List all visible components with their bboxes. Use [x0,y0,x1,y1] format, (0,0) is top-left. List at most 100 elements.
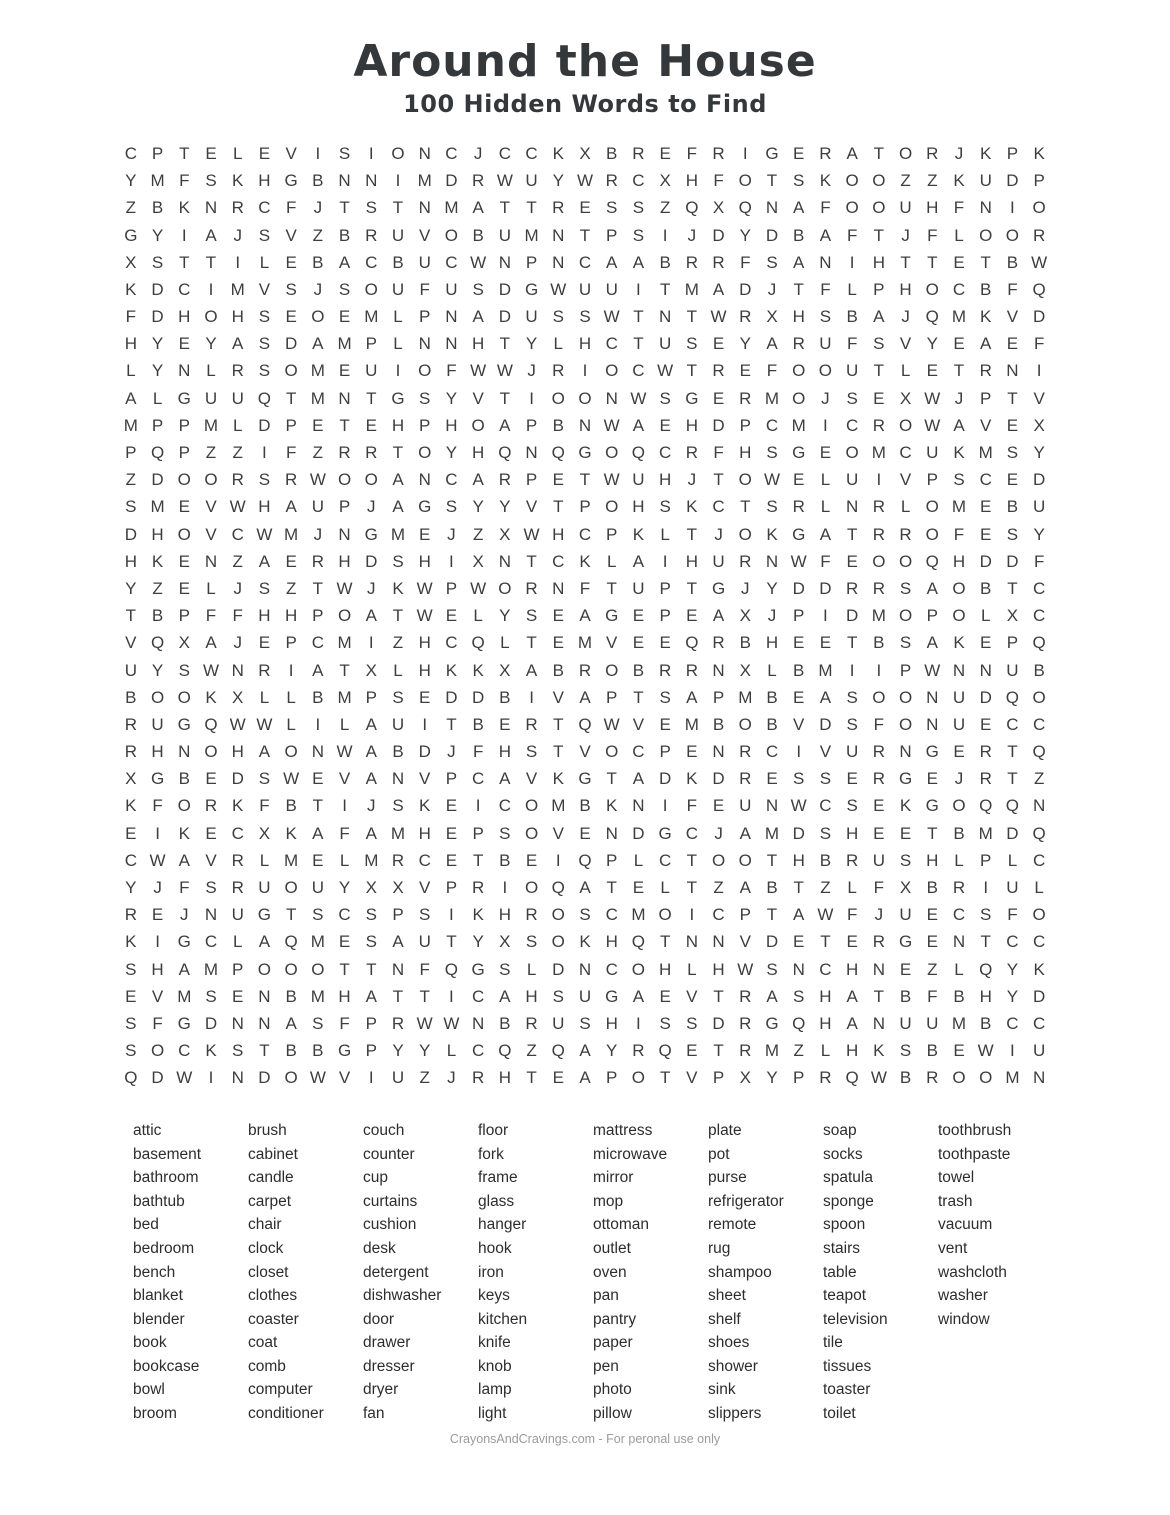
grid-letter: Q [257,388,272,408]
grid-letter: R [739,551,752,571]
grid-letter: C [1006,1013,1019,1033]
grid-letter: T [392,986,404,1006]
grid-letter: U [311,878,324,898]
grid-letter: N [498,252,511,272]
grid-letter: H [498,905,511,925]
grid-letter: E [205,769,217,789]
grid-letter: H [418,823,431,843]
grid-letter: Z [152,578,163,598]
grid-letter: C [311,633,324,653]
grid-letter: L [206,361,216,381]
grid-letter: S [659,1013,671,1033]
grid-letter: E [926,361,938,381]
grid-letter: W [790,551,807,571]
grid-letter: S [819,307,832,327]
grid-letter: T [392,198,404,218]
grid-letter: A [579,606,591,626]
grid-letter: G [578,769,592,789]
grid-letter: A [980,334,992,354]
grid-letter: J [687,225,697,245]
grid-letter: O [524,878,539,898]
word-item: mop [593,1192,624,1210]
grid-letter: Y [499,497,511,517]
grid-letter: V [525,497,538,517]
grid-letter: T [686,578,698,598]
grid-letter: S [312,905,324,925]
grid-letter: A [819,687,832,707]
grid-letter: N [418,143,431,163]
grid-letter: A [472,198,484,218]
grid-letter: P [178,443,190,463]
grid-letter: A [846,986,858,1006]
grid-letter: F [259,796,270,816]
grid-letter: C [418,850,431,870]
grid-letter: E [926,932,938,952]
word-item: couch [363,1121,405,1139]
word-item: spatula [823,1169,873,1187]
word-column: attic basement bathroom bathtub bed bedroom be… [133,1119,248,1426]
grid-letter: W [603,415,620,435]
grid-letter: A [632,769,645,789]
grid-letter: C [765,742,779,762]
grid-letter: E [953,742,965,762]
grid-letter: H [445,415,458,435]
grid-letter: U [204,388,218,408]
grid-letter: R [525,578,538,598]
grid-letter: R [231,361,244,381]
grid-letter: K [552,769,564,789]
grid-letter: O [605,660,619,680]
grid-letter: O [898,551,913,571]
grid-letter: S [766,497,778,517]
grid-letter: Q [631,932,646,952]
grid-letter: T [259,1041,270,1061]
grid-letter: Y [151,361,164,381]
word-item: window [938,1310,990,1328]
grid-letter: G [792,443,806,463]
grid-letter: H [979,986,992,1006]
word-item: shelf [708,1310,741,1328]
grid-letter: K [178,198,190,218]
grid-letter: E [766,769,778,789]
grid-letter: A [632,986,645,1006]
grid-letter: B [125,687,137,707]
grid-letter: B [285,796,297,816]
grid-letter: S [525,932,538,952]
word-item: spoon [823,1216,866,1234]
grid-letter: R [525,714,538,734]
grid-letter: G [605,606,619,626]
grid-letter: J [714,823,723,843]
grid-letter: J [447,1068,456,1088]
grid-letter: S [579,905,591,925]
grid-letter: H [952,551,966,571]
grid-letter: L [206,578,216,598]
grid-letter: P [899,660,912,680]
grid-letter: O [177,524,191,544]
grid-letter: I [262,443,267,463]
grid-letter: E [552,633,564,653]
grid-letter: U [391,279,405,299]
grid-letter: D [979,687,992,707]
grid-letter: E [926,769,938,789]
grid-letter: T [553,714,564,734]
grid-letter: M [337,687,352,707]
grid-letter: O [898,415,913,435]
grid-letter: F [339,1013,350,1033]
grid-letter: A [846,143,858,163]
grid-letter: E [178,551,190,571]
grid-letter: H [231,307,244,327]
grid-letter: O [631,959,646,979]
grid-letter: R [124,905,137,925]
grid-letter: A [499,986,511,1006]
grid-letter: C [471,769,485,789]
grid-letter: E [1006,415,1019,435]
grid-letter: T [980,252,991,272]
grid-letter: I [823,606,828,626]
grid-letter: H [258,497,271,517]
grid-letter: R [712,143,725,163]
grid-letter: O [284,742,298,762]
grid-letter: D [712,769,725,789]
